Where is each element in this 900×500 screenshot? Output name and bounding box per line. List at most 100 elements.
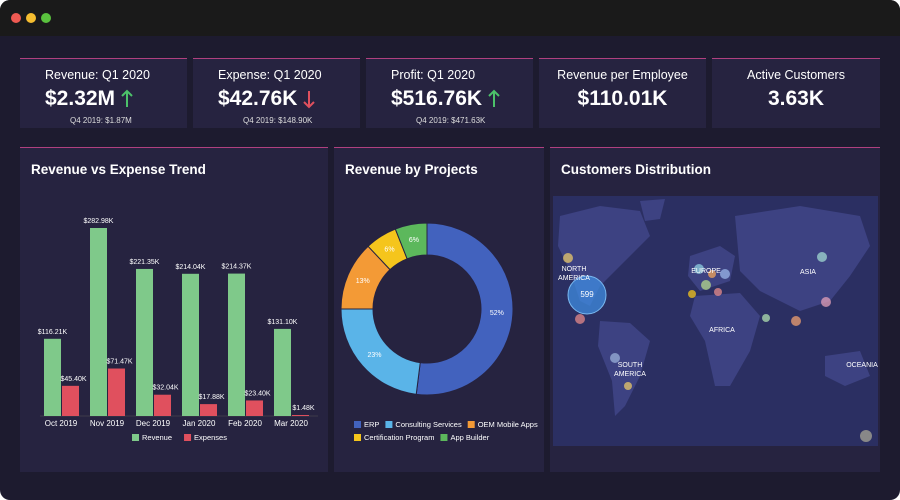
bubble[interactable] (563, 253, 573, 263)
kpi-previous: Q4 2019: $471.63K (416, 116, 486, 125)
arrow (303, 91, 315, 109)
kpi-title: Revenue: Q1 2020 (45, 68, 150, 82)
world-map: 599 NORTH AMERICA EUROPE ASIA AFRICA SOUTH AME… (553, 196, 878, 446)
data-label: 52% (490, 310, 504, 317)
title-bar (0, 0, 900, 36)
x-tick-label: Feb 2020 (228, 419, 262, 428)
kpi-card: Revenue per Employee $110.01K (539, 58, 706, 128)
legend-swatch (354, 421, 361, 428)
data-label: $17.88K (198, 394, 224, 401)
trend-arrow (488, 89, 500, 107)
kpi-value: $42.76K (218, 87, 298, 110)
kpi-card: Profit: Q1 2020 $516.76K Q4 2019: $471.63K (366, 58, 533, 128)
panel-title: Customers Distribution (561, 162, 712, 177)
x-tick-label: Nov 2019 (90, 419, 125, 428)
trend-arrow (121, 89, 133, 107)
kpi-title: Revenue per Employee (557, 68, 688, 82)
bar-chart: Oct 2019 $116.21K $45.40K Nov 2019 $282.98K $… (38, 218, 318, 442)
bubble[interactable] (762, 314, 770, 322)
data-label: $131.10K (268, 319, 298, 326)
bubble[interactable] (567, 275, 607, 315)
kpi-title: Expense: Q1 2020 (218, 68, 322, 82)
legend-label: Revenue (142, 433, 172, 442)
kpi-value: $2.32M (45, 87, 116, 110)
donut-chart: 52% 23% 13% 6% 6% ERP Consulting Services OEM M… (340, 222, 538, 442)
bar-panel: Revenue vs Expense Trend Oct 2019 $116.21… (20, 147, 328, 472)
europe (688, 246, 735, 291)
legend-label: ERP (364, 420, 379, 429)
bar (200, 404, 217, 416)
legend-swatch (385, 421, 393, 428)
kpi-title: Active Customers (747, 68, 845, 82)
bubble[interactable] (791, 316, 801, 326)
south-america (598, 321, 650, 416)
region-label: OCEANIA (846, 362, 878, 369)
bar (182, 273, 199, 416)
kpi-value: 3.63K (767, 87, 825, 110)
kpi-previous: Q4 2019: $148.90K (243, 116, 313, 125)
donut-slice (415, 222, 514, 396)
bar (154, 394, 171, 416)
bar (108, 368, 125, 416)
bubble[interactable] (714, 288, 722, 296)
kpi-title: Profit: Q1 2020 (391, 68, 476, 82)
legend-label: Certification Program (364, 433, 434, 442)
data-label: $214.04K (176, 264, 206, 271)
data-label: $221.35K (130, 259, 160, 266)
panel-title: Revenue vs Expense Trend (31, 162, 206, 177)
bubble[interactable] (817, 252, 827, 262)
legend-label: OEM Mobile Apps (478, 420, 538, 429)
asia (735, 206, 870, 311)
region-label: NORTH AMERICA (558, 266, 590, 282)
kpi-card: Revenue: Q1 2020 $2.32M Q4 2019: $1.87M (20, 58, 187, 128)
arrow (121, 89, 133, 107)
bubble[interactable] (708, 270, 716, 278)
map-panel: Customers Distribution (550, 147, 880, 472)
close-button[interactable] (11, 13, 21, 23)
info-button[interactable] (860, 430, 872, 442)
africa (690, 293, 760, 386)
region-label: AFRICA (709, 327, 735, 334)
kpi-card: Active Customers 3.63K (712, 58, 880, 128)
trend-arrow (303, 91, 315, 109)
data-label: 6% (409, 237, 419, 244)
panel-title: Revenue by Projects (345, 162, 478, 177)
legend-swatch (132, 434, 139, 441)
legend-label: App Builder (450, 433, 489, 442)
legend-swatch (184, 434, 192, 441)
bar (136, 268, 153, 416)
bubble-label: 599 (580, 290, 594, 299)
bar (62, 385, 79, 416)
kpi-value: $516.76K (391, 87, 483, 110)
bubble[interactable] (688, 290, 696, 298)
data-label: 6% (384, 247, 394, 254)
data-label: $23.40K (244, 390, 270, 397)
data-label: $32.04K (152, 385, 178, 392)
bubble[interactable] (575, 314, 585, 324)
bubble[interactable] (701, 280, 711, 290)
minimize-button[interactable] (26, 13, 36, 23)
bubble[interactable] (624, 382, 632, 390)
maximize-button[interactable] (41, 13, 51, 23)
data-label: 23% (367, 352, 381, 359)
data-label: $214.37K (222, 264, 252, 271)
greenland (640, 199, 665, 221)
data-label: $45.40K (60, 376, 86, 383)
bar (228, 273, 245, 416)
bar (246, 400, 263, 416)
data-label: $116.21K (38, 329, 68, 336)
donut-slice (394, 222, 428, 260)
australia (825, 351, 870, 386)
bubble[interactable] (821, 297, 831, 307)
bubble[interactable] (694, 264, 704, 274)
bubbles (563, 252, 831, 390)
region-label: ASIA (800, 269, 816, 276)
data-label: $71.47K (106, 359, 132, 366)
bubble[interactable] (610, 353, 620, 363)
bar (90, 228, 107, 416)
x-tick-label: Oct 2019 (45, 419, 78, 428)
legend-label: Consulting Services (395, 420, 462, 429)
data-label: $282.98K (84, 218, 114, 225)
bubble[interactable] (720, 269, 730, 279)
